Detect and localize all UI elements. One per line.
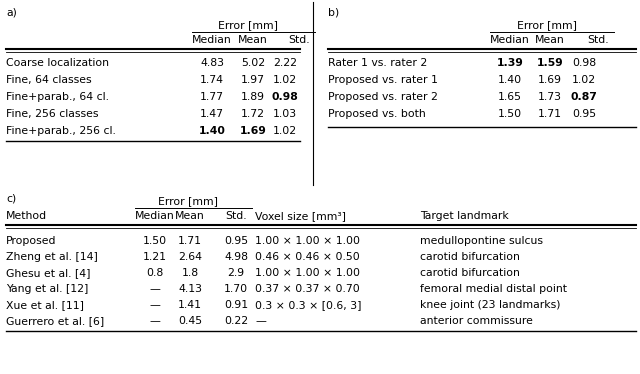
Text: carotid bifurcation: carotid bifurcation <box>420 252 520 262</box>
Text: 4.83: 4.83 <box>200 58 224 68</box>
Text: 1.59: 1.59 <box>536 58 563 68</box>
Text: 1.02: 1.02 <box>273 126 297 136</box>
Text: 0.8: 0.8 <box>147 268 164 278</box>
Text: Ghesu et al. [4]: Ghesu et al. [4] <box>6 268 90 278</box>
Text: 1.72: 1.72 <box>241 109 265 119</box>
Text: 1.50: 1.50 <box>143 236 167 246</box>
Text: 1.71: 1.71 <box>178 236 202 246</box>
Text: carotid bifurcation: carotid bifurcation <box>420 268 520 278</box>
Text: 1.73: 1.73 <box>538 92 562 102</box>
Text: 1.97: 1.97 <box>241 75 265 85</box>
Text: —: — <box>255 316 266 326</box>
Text: Zheng et al. [14]: Zheng et al. [14] <box>6 252 98 262</box>
Text: 1.70: 1.70 <box>224 284 248 294</box>
Text: 1.71: 1.71 <box>538 109 562 119</box>
Text: Error [mm]: Error [mm] <box>218 20 278 30</box>
Text: 1.69: 1.69 <box>239 126 266 136</box>
Text: 0.87: 0.87 <box>571 92 597 102</box>
Text: Rater 1 vs. rater 2: Rater 1 vs. rater 2 <box>328 58 428 68</box>
Text: Median: Median <box>135 211 175 221</box>
Text: 1.69: 1.69 <box>538 75 562 85</box>
Text: Std.: Std. <box>225 211 247 221</box>
Text: Mean: Mean <box>175 211 205 221</box>
Text: Method: Method <box>6 211 47 221</box>
Text: 5.02: 5.02 <box>241 58 265 68</box>
Text: Fine+parab., 64 cl.: Fine+parab., 64 cl. <box>6 92 109 102</box>
Text: Guerrero et al. [6]: Guerrero et al. [6] <box>6 316 104 326</box>
Text: Fine, 256 classes: Fine, 256 classes <box>6 109 99 119</box>
Text: Xue et al. [11]: Xue et al. [11] <box>6 300 84 310</box>
Text: Yang et al. [12]: Yang et al. [12] <box>6 284 88 294</box>
Text: b): b) <box>328 7 339 17</box>
Text: Fine, 64 classes: Fine, 64 classes <box>6 75 92 85</box>
Text: 0.98: 0.98 <box>271 92 298 102</box>
Text: —: — <box>150 316 161 326</box>
Text: 2.64: 2.64 <box>178 252 202 262</box>
Text: 1.40: 1.40 <box>498 75 522 85</box>
Text: 4.98: 4.98 <box>224 252 248 262</box>
Text: 1.40: 1.40 <box>198 126 225 136</box>
Text: Proposed vs. rater 2: Proposed vs. rater 2 <box>328 92 438 102</box>
Text: Target landmark: Target landmark <box>420 211 509 221</box>
Text: femoral medial distal point: femoral medial distal point <box>420 284 567 294</box>
Text: 1.00 × 1.00 × 1.00: 1.00 × 1.00 × 1.00 <box>255 236 360 246</box>
Text: 1.65: 1.65 <box>498 92 522 102</box>
Text: c): c) <box>6 193 16 203</box>
Text: 1.00 × 1.00 × 1.00: 1.00 × 1.00 × 1.00 <box>255 268 360 278</box>
Text: Error [mm]: Error [mm] <box>159 196 218 206</box>
Text: 1.89: 1.89 <box>241 92 265 102</box>
Text: 1.03: 1.03 <box>273 109 297 119</box>
Text: knee joint (23 landmarks): knee joint (23 landmarks) <box>420 300 561 310</box>
Text: Median: Median <box>490 35 530 45</box>
Text: Mean: Mean <box>535 35 565 45</box>
Text: 1.50: 1.50 <box>498 109 522 119</box>
Text: 0.45: 0.45 <box>178 316 202 326</box>
Text: Proposed: Proposed <box>6 236 56 246</box>
Text: 1.02: 1.02 <box>273 75 297 85</box>
Text: Coarse localization: Coarse localization <box>6 58 109 68</box>
Text: 1.41: 1.41 <box>178 300 202 310</box>
Text: 0.95: 0.95 <box>572 109 596 119</box>
Text: 1.77: 1.77 <box>200 92 224 102</box>
Text: Median: Median <box>192 35 232 45</box>
Text: 0.46 × 0.46 × 0.50: 0.46 × 0.46 × 0.50 <box>255 252 360 262</box>
Text: 1.74: 1.74 <box>200 75 224 85</box>
Text: Voxel size [mm³]: Voxel size [mm³] <box>255 211 346 221</box>
Text: Fine+parab., 256 cl.: Fine+parab., 256 cl. <box>6 126 116 136</box>
Text: —: — <box>150 300 161 310</box>
Text: anterior commissure: anterior commissure <box>420 316 533 326</box>
Text: 2.22: 2.22 <box>273 58 297 68</box>
Text: 1.21: 1.21 <box>143 252 167 262</box>
Text: Error [mm]: Error [mm] <box>517 20 577 30</box>
Text: 0.98: 0.98 <box>572 58 596 68</box>
Text: 0.3 × 0.3 × [0.6, 3]: 0.3 × 0.3 × [0.6, 3] <box>255 300 362 310</box>
Text: 0.37 × 0.37 × 0.70: 0.37 × 0.37 × 0.70 <box>255 284 360 294</box>
Text: a): a) <box>6 7 17 17</box>
Text: 1.47: 1.47 <box>200 109 224 119</box>
Text: 4.13: 4.13 <box>178 284 202 294</box>
Text: 0.95: 0.95 <box>224 236 248 246</box>
Text: 0.91: 0.91 <box>224 300 248 310</box>
Text: 2.9: 2.9 <box>227 268 244 278</box>
Text: 1.39: 1.39 <box>497 58 524 68</box>
Text: Proposed vs. both: Proposed vs. both <box>328 109 426 119</box>
Text: —: — <box>150 284 161 294</box>
Text: 1.8: 1.8 <box>181 268 198 278</box>
Text: Mean: Mean <box>238 35 268 45</box>
Text: Proposed vs. rater 1: Proposed vs. rater 1 <box>328 75 438 85</box>
Text: Std.: Std. <box>587 35 609 45</box>
Text: medullopontine sulcus: medullopontine sulcus <box>420 236 543 246</box>
Text: 1.02: 1.02 <box>572 75 596 85</box>
Text: Std.: Std. <box>288 35 310 45</box>
Text: 0.22: 0.22 <box>224 316 248 326</box>
